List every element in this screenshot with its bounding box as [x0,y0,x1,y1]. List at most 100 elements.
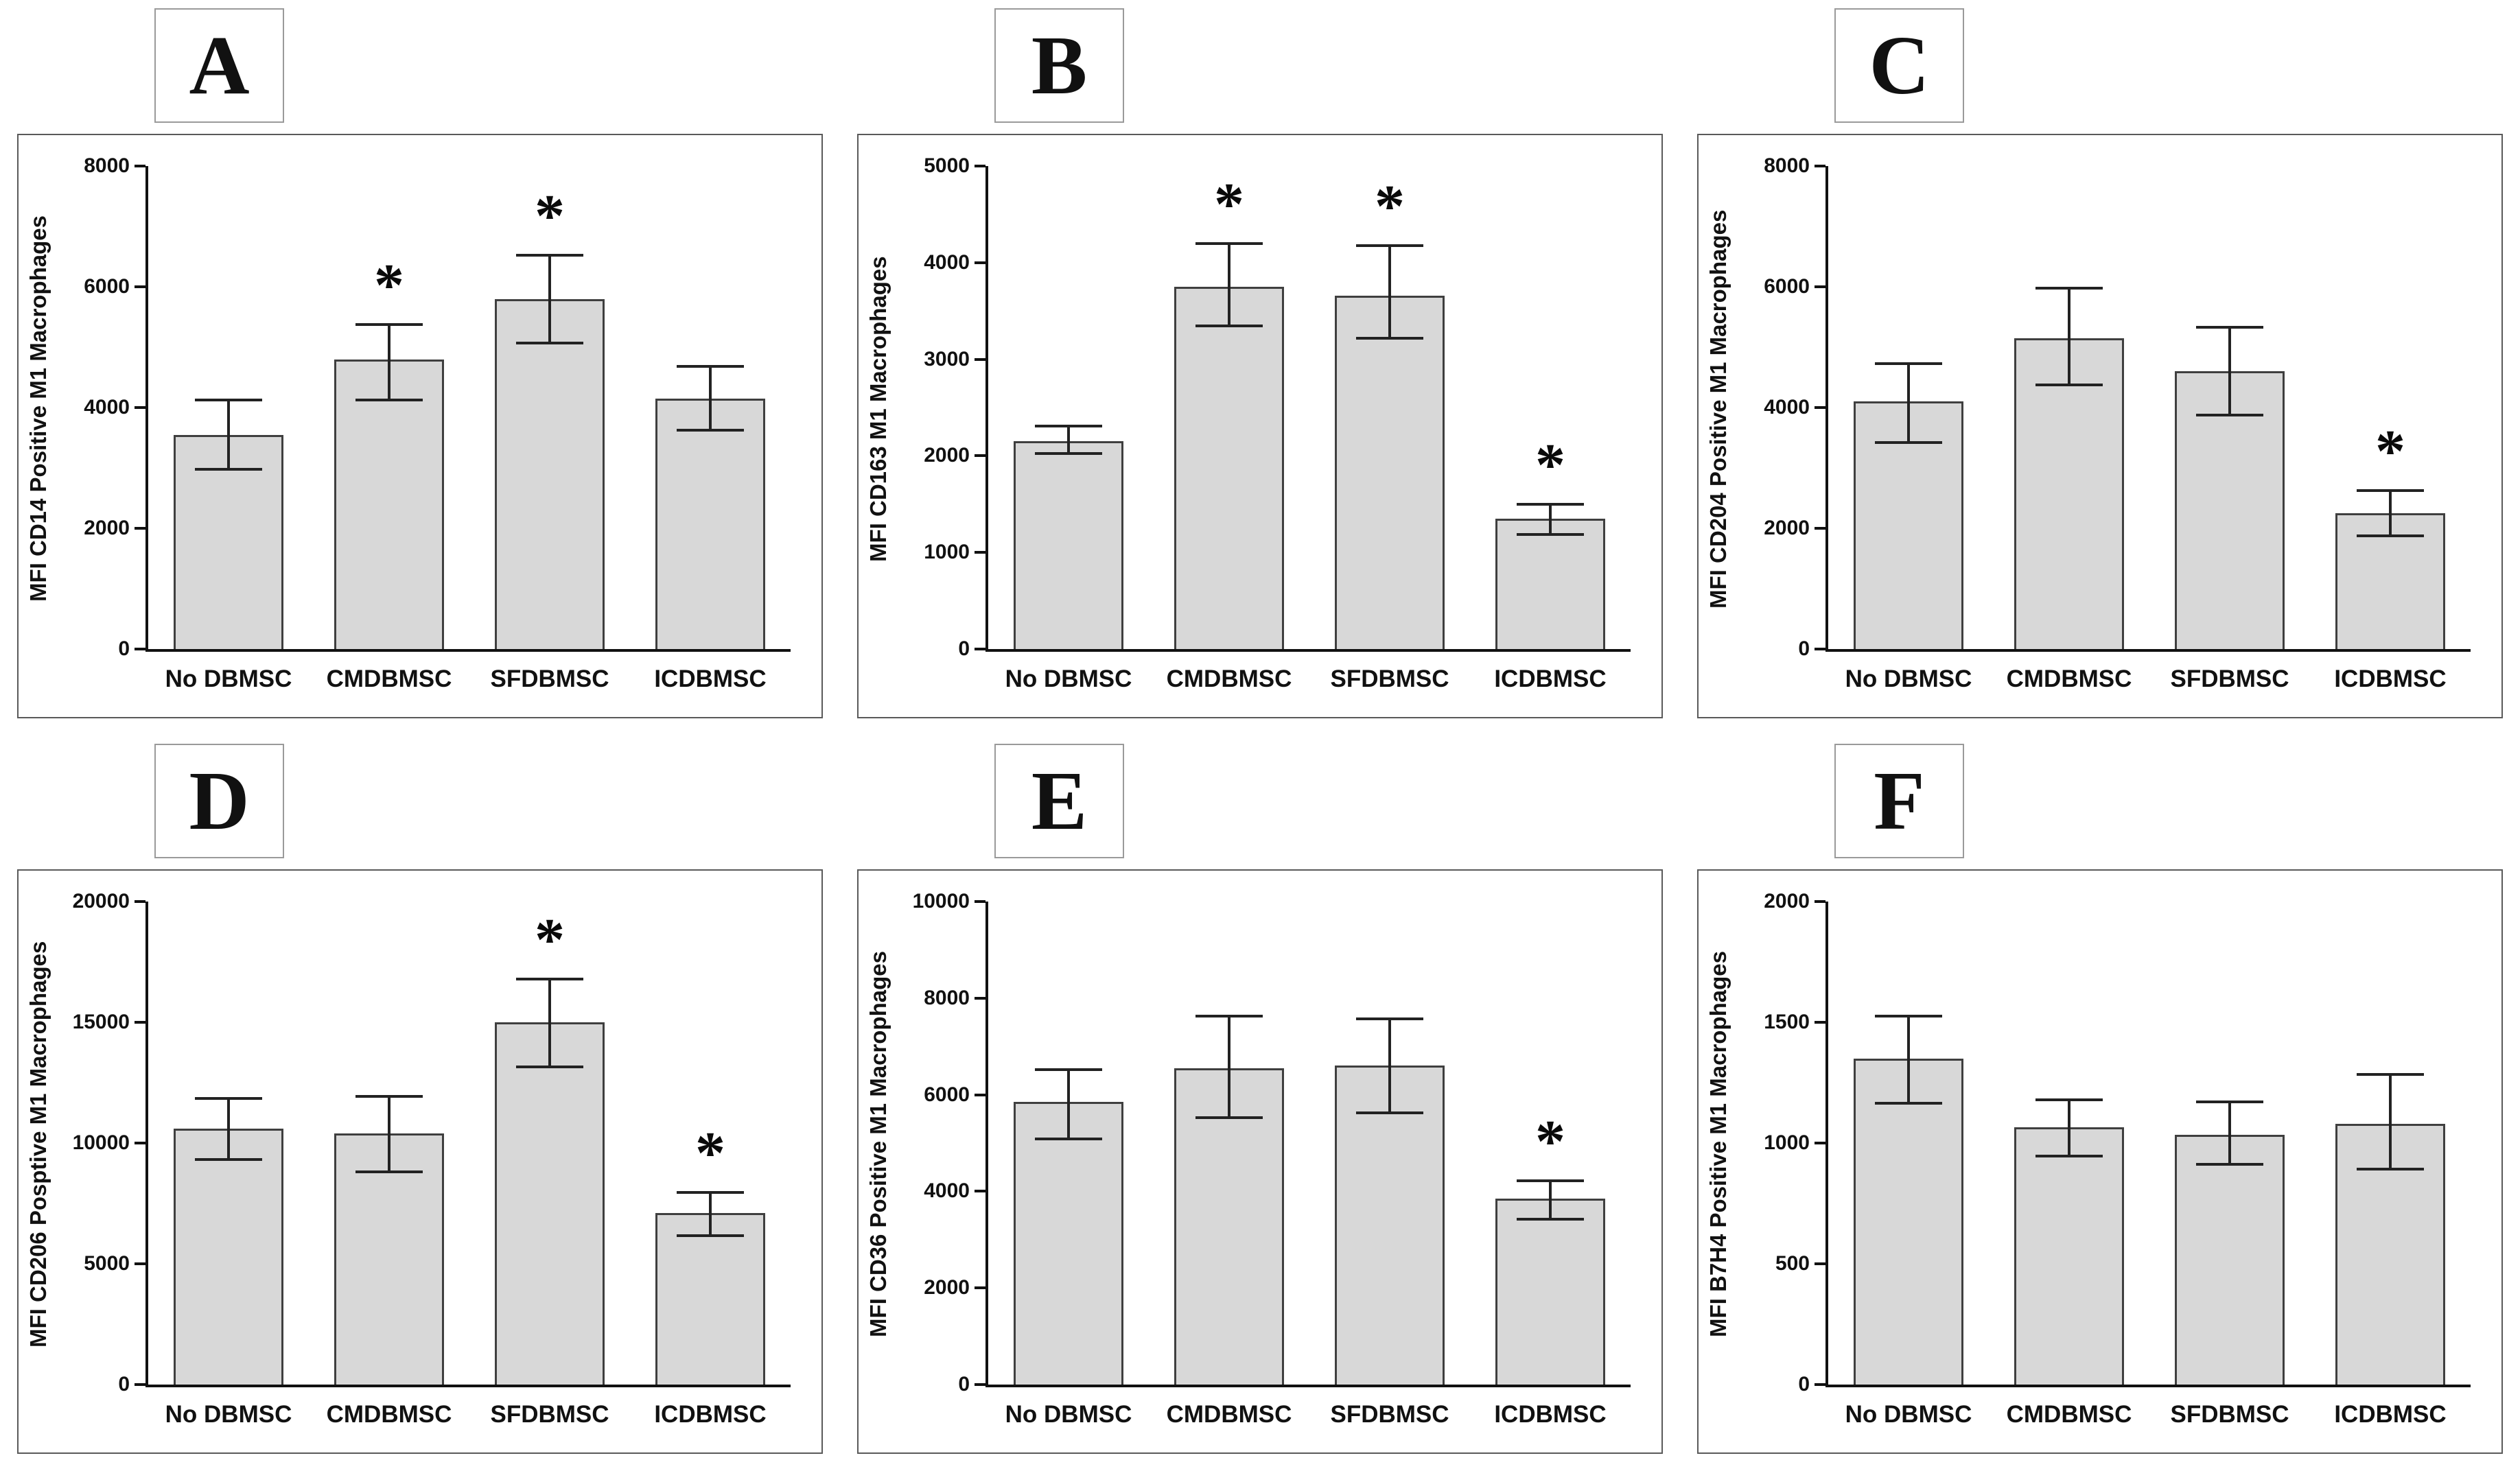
bar-icdbmsc [655,398,765,649]
error-bar-stem [2228,326,2231,417]
error-bar-cap-bottom [1355,1111,1424,1114]
error-bar-cap-bottom [1034,1138,1103,1141]
error-bar-cap-bottom [2035,1155,2103,1158]
y-tick-label: 0 [958,1373,970,1396]
y-tick-label: 0 [118,637,130,660]
error-bar [1874,362,1943,444]
y-tick-label: 2000 [924,444,970,467]
chart-box: MFI CD206 Posptive M1 Macrophages 0 5000 1… [17,869,823,1454]
x-category-label: ICDBMSC [654,666,767,692]
error-bar [2356,489,2425,538]
panel-letter-box: A [154,8,284,123]
error-bar [676,1191,745,1238]
y-tick-mark [1815,1021,1825,1024]
y-axis-label: MFI CD163 M1 Macrophages [865,256,891,562]
error-bar-cap-bottom [355,399,423,402]
y-tick-mark [135,900,145,903]
y-tick-label: 10000 [912,890,970,913]
x-category-label: ICDBMSC [1494,1401,1607,1428]
error-bar [2195,1101,2264,1166]
plot-area: 0 2000 4000 6000 8000 No DBMSC * CMDBMSC * SFDBMS… [84,154,791,692]
error-bar-stem [2228,1101,2231,1166]
y-tick-mark [975,1093,985,1096]
y-tick-label: 2000 [1764,517,1810,539]
y-tick-mark [975,996,985,1000]
error-bar-stem [1548,1179,1552,1221]
y-tick-mark [1815,1383,1825,1386]
error-bar-cap-bottom [2195,1163,2264,1166]
bar-cmdbmsc [2014,1127,2124,1385]
y-tick-label: 2000 [84,517,130,539]
y-tick-mark [1815,900,1825,903]
bar-sfdbmsc [1335,1066,1445,1385]
x-category-label: CMDBMSC [326,1401,452,1428]
bar-sfdbmsc [495,298,605,649]
panel-letter: E [1031,754,1088,847]
plot-area: 0 5000 10000 15000 20000 No DBMSC CMDBMSC * SFDB… [73,890,791,1428]
bar-cmdbmsc [334,359,444,649]
error-bar-stem [708,365,712,432]
error-bar-stem [2067,1098,2070,1158]
panel-letter: F [1874,754,1925,847]
error-bar [194,1097,263,1162]
x-category-label: SFDBMSC [2170,1401,2289,1428]
y-tick-label: 0 [118,1373,130,1396]
y-tick-mark [975,1190,985,1193]
error-bar [1195,242,1263,328]
error-bar [1516,503,1585,537]
error-bar-stem [387,1094,390,1173]
error-bar [194,398,263,471]
y-tick-label: 2000 [924,1276,970,1299]
error-bar-stem [1388,244,1391,340]
bar-icdbmsc [1495,1198,1605,1385]
y-tick-label: 8000 [1764,154,1810,177]
error-bar-stem [1227,1015,1230,1119]
panel-letter: B [1031,19,1088,112]
error-bar-stem [1227,242,1230,328]
x-category-label: No DBMSC [165,1401,292,1428]
x-category-label: SFDBMSC [490,1401,609,1428]
y-tick-mark [135,1142,145,1144]
significance-asterisk: * [2375,418,2405,485]
x-category-label: SFDBMSC [2170,666,2289,692]
error-bar-stem [387,322,390,402]
bar-no-dbmsc [1014,441,1123,649]
y-tick-mark [1815,165,1825,167]
plot-area: 0 500 1000 1500 2000 No DBMSC CMDBMSC SFDBMSC IC… [1764,890,2471,1428]
y-tick-mark [135,165,145,167]
y-tick-mark [975,648,985,650]
x-category-label: No DBMSC [1845,1401,1972,1428]
error-bar-stem [708,1191,712,1238]
error-bar [1034,425,1103,455]
error-bar-cap-bottom [194,1158,263,1162]
significance-asterisk: * [1375,174,1405,241]
error-bar [1355,244,1424,340]
bar-sfdbmsc [2175,1134,2285,1385]
x-category-label: ICDBMSC [654,1401,767,1428]
significance-asterisk: * [1535,1108,1565,1175]
y-axis-label: MFI B7H4 Positive M1 Macrophages [1705,951,1731,1338]
error-bar-stem [1906,362,1910,444]
error-bar-cap-bottom [676,1234,745,1238]
significance-asterisk: * [1535,432,1565,499]
y-tick-mark [135,527,145,530]
chart-box: MFI CD163 M1 Macrophages 0 1000 2000 3000 40… [857,134,1663,718]
x-category-label: SFDBMSC [490,666,609,692]
y-tick-label: 6000 [1764,275,1810,298]
error-bar-stem [2067,287,2070,387]
bar-icdbmsc [1495,518,1605,649]
y-tick-label: 500 [1775,1252,1810,1275]
y-tick-label: 2000 [1764,890,1810,913]
y-tick-mark [135,285,145,288]
error-bar-stem [548,253,551,344]
error-bar-cap-bottom [1874,1101,1943,1105]
error-bar-cap-bottom [1355,337,1424,340]
error-bar-cap-bottom [2035,384,2103,387]
error-bar-cap-bottom [1195,325,1263,328]
y-tick-label: 0 [958,637,970,660]
panel-letter-box: E [994,744,1124,858]
y-tick-label: 4000 [84,396,130,419]
error-bar [355,322,423,402]
plot-area: 0 2000 4000 6000 8000 10000 No DBMSC CMDBMSC SFD… [913,890,1631,1428]
error-bar-cap-bottom [1516,533,1585,537]
